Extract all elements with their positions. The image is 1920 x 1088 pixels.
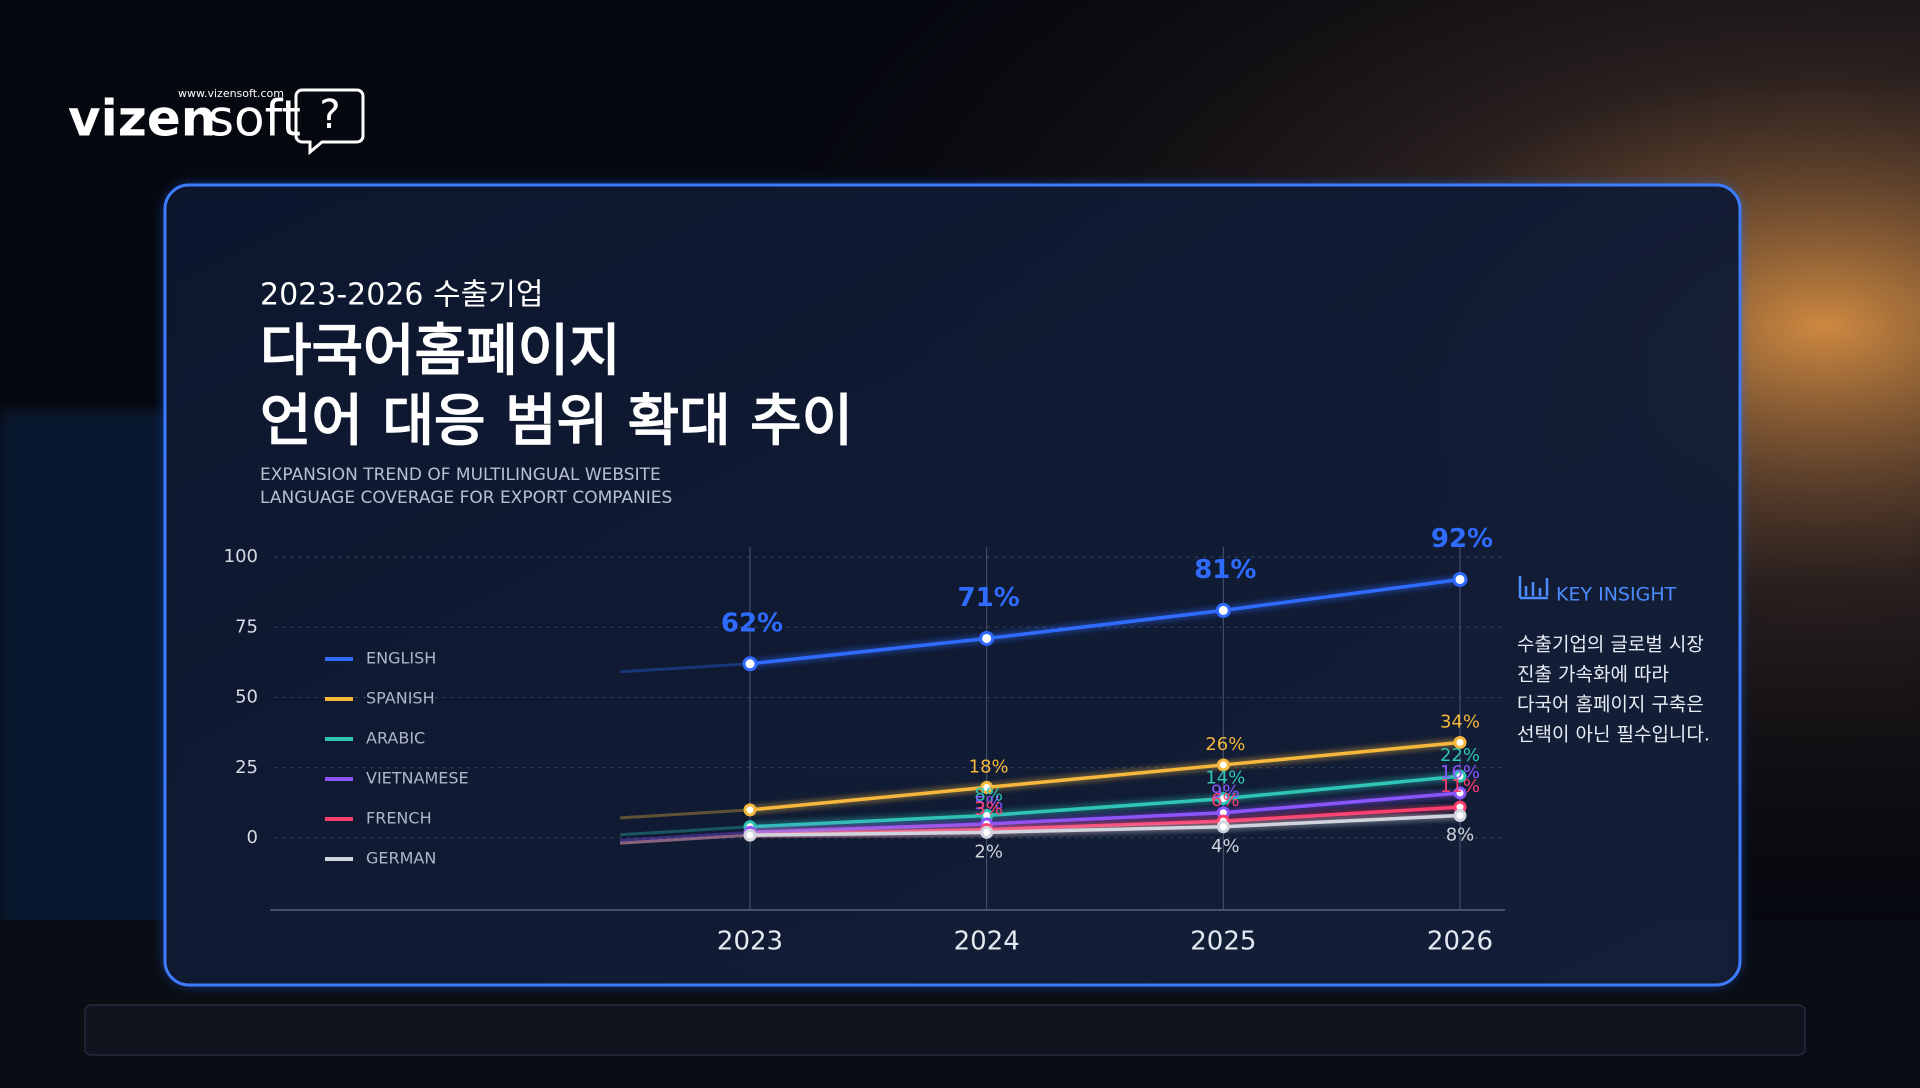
value-label: 71% <box>958 583 1020 613</box>
legend-label: ARABIC <box>366 729 425 748</box>
data-point <box>1453 786 1467 800</box>
chart: 0 25 50 75 100 2023 2024 2025 2026 ENGLISH 62% 71% 8… <box>224 524 1505 957</box>
logo-icon: ? <box>319 92 340 138</box>
data-point <box>979 630 995 646</box>
data-point <box>980 825 994 839</box>
legend-label: VIETNAMESE <box>366 769 469 788</box>
insight-line: 다국어 홈페이지 구축은 <box>1517 694 1704 716</box>
value-label: 81% <box>1194 555 1256 585</box>
legend-swatch <box>325 657 353 661</box>
legend-swatch <box>325 857 353 861</box>
value-label: 62% <box>721 608 783 638</box>
value-label: 92% <box>1431 524 1493 554</box>
value-label: 14% <box>1205 768 1245 789</box>
y-tick-label: 25 <box>235 757 258 778</box>
data-point <box>1453 809 1467 823</box>
x-tick-label: 2025 <box>1190 927 1256 957</box>
blurred-city <box>0 410 170 930</box>
data-point <box>1452 571 1468 587</box>
value-label: 8% <box>1446 825 1475 846</box>
logo-bold: vizen <box>68 90 216 148</box>
data-point <box>1453 769 1467 783</box>
data-point <box>743 828 757 842</box>
line-fade <box>619 830 751 842</box>
data-point <box>743 803 757 817</box>
series-line <box>749 740 1461 812</box>
insight-line: 선택이 아닌 필수입니다. <box>1517 724 1710 746</box>
legend-swatch <box>325 777 353 781</box>
legend-swatch <box>325 737 353 741</box>
data-point <box>1216 792 1230 806</box>
value-label: 6% <box>1211 790 1240 811</box>
series-line <box>749 577 1461 666</box>
series-line <box>749 813 1461 837</box>
kicker: 2023-2026 수출기업 <box>260 278 543 313</box>
value-label: 2% <box>974 841 1003 862</box>
value-label: 9% <box>1211 782 1240 803</box>
x-tick-label: 2023 <box>717 927 783 957</box>
legend-label: GERMAN <box>366 849 436 868</box>
series-line <box>749 774 1461 829</box>
line-fade <box>619 662 751 674</box>
subtitle-line: LANGUAGE COVERAGE FOR EXPORT COMPANIES <box>260 488 672 508</box>
data-point <box>1216 820 1230 834</box>
value-label: 5% <box>974 793 1003 814</box>
value-label: 16% <box>1440 762 1480 783</box>
insight-heading: KEY INSIGHT <box>1556 584 1677 606</box>
title-line: 다국어홈페이지 <box>260 319 621 384</box>
value-label: 26% <box>1205 734 1245 755</box>
title-line: 언어 대응 범위 확대 추이 <box>260 389 853 454</box>
insight-line: 진출 가속화에 따라 <box>1517 664 1669 686</box>
data-point <box>1453 735 1467 749</box>
value-label: 18% <box>969 756 1009 777</box>
data-point <box>1216 758 1230 772</box>
value-label: 22% <box>1440 745 1480 766</box>
line-fade <box>619 833 751 845</box>
legend-swatch <box>325 697 353 701</box>
data-point <box>1215 602 1231 618</box>
x-tick-label: 2026 <box>1427 927 1493 957</box>
line-fade <box>619 825 751 837</box>
value-label: 4% <box>1211 836 1240 857</box>
data-point <box>980 780 994 794</box>
subtitle-line: EXPANSION TREND OF MULTILINGUAL WEBSITE <box>260 465 661 485</box>
stand <box>84 1004 1806 1056</box>
logo-bubble <box>294 88 365 156</box>
data-point <box>742 656 758 672</box>
logo-url: www.vizensoft.com <box>178 87 284 100</box>
y-tick-label: 75 <box>235 616 258 637</box>
line-fade <box>619 833 751 845</box>
logo-light: soft <box>208 90 301 148</box>
value-label: 3% <box>974 799 1003 820</box>
value-label: 34% <box>1440 711 1480 732</box>
legend-label: SPANISH <box>366 689 435 708</box>
line-fade <box>619 808 751 820</box>
legend-swatch <box>325 817 353 821</box>
legend-label: ENGLISH <box>366 649 436 668</box>
y-tick-label: 100 <box>224 546 258 567</box>
insight-icon <box>1518 576 1549 600</box>
x-tick-label: 2024 <box>954 927 1020 957</box>
insight-line: 수출기업의 글로벌 시장 <box>1517 634 1704 656</box>
value-label: 8% <box>974 785 1003 806</box>
y-tick-label: 50 <box>235 687 258 708</box>
y-tick-label: 0 <box>247 827 258 848</box>
legend-label: FRENCH <box>366 809 432 828</box>
value-label: 11% <box>1440 776 1480 797</box>
